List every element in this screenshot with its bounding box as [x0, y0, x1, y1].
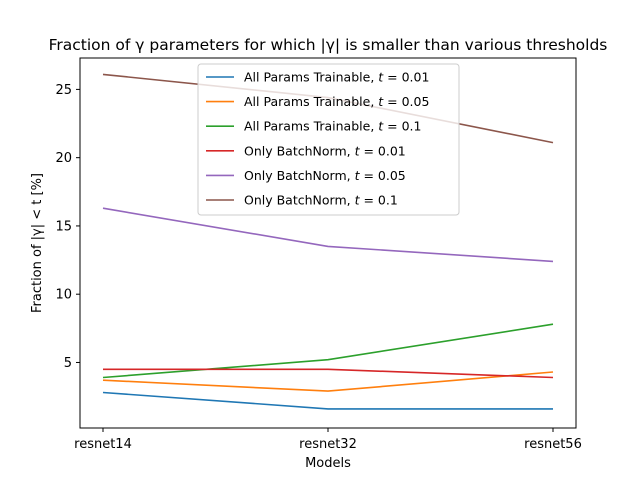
x-tick-label: resnet14 [74, 437, 132, 452]
y-axis: 5 10 15 20 25 [55, 83, 80, 371]
legend-label: Only BatchNorm, t = 0.01 [244, 143, 406, 158]
y-axis-label: Fraction of |γ| < t [%] [30, 173, 45, 313]
x-axis: resnet14 resnet32 resnet56 [74, 428, 582, 452]
y-tick-label: 15 [55, 219, 72, 234]
legend-label: Only BatchNorm, t = 0.05 [244, 168, 406, 183]
legend-label: All Params Trainable, t = 0.01 [244, 70, 429, 85]
x-axis-label: Models [305, 456, 351, 471]
y-tick-label: 5 [64, 356, 72, 371]
series-line-1 [102, 391, 553, 410]
chart-title: Fraction of γ parameters for which |γ| i… [49, 36, 608, 54]
legend: All Params Trainable, t = 0.01 All Params… [197, 63, 460, 216]
axes-frame [79, 57, 577, 429]
legend-label: All Params Trainable, t = 0.05 [244, 94, 429, 109]
series-line-2 [102, 371, 554, 392]
y-tick-label: 20 [55, 151, 72, 166]
y-tick-label: 10 [55, 288, 72, 303]
series-line-5 [102, 207, 554, 263]
legend-label: Only BatchNorm, t = 0.1 [244, 193, 398, 208]
legend-box [197, 63, 460, 216]
y-tick-label: 25 [55, 83, 72, 98]
series-line-4 [103, 368, 554, 379]
x-tick-label: resnet56 [524, 437, 582, 452]
series-line-3 [102, 323, 554, 379]
x-tick-label: resnet32 [299, 437, 357, 452]
legend-label: All Params Trainable, t = 0.1 [244, 119, 421, 134]
